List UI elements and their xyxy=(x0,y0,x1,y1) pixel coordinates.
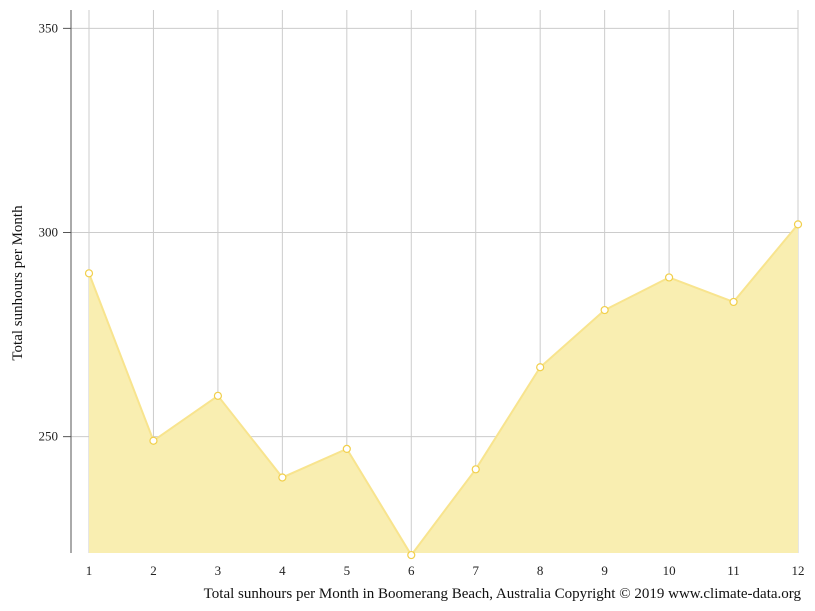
data-point-month-1[interactable] xyxy=(84,269,94,278)
data-point-month-11[interactable] xyxy=(729,297,738,307)
x-tick-label: 1 xyxy=(86,563,93,578)
data-point-month-2[interactable] xyxy=(149,436,158,445)
x-tick-label: 5 xyxy=(344,563,351,578)
data-point-month-7[interactable] xyxy=(471,465,480,474)
sunhours-line xyxy=(88,223,799,557)
y-tick-label: 350 xyxy=(39,20,59,35)
x-tick-label: 6 xyxy=(408,563,415,578)
axes xyxy=(63,10,72,553)
data-point-month-3[interactable] xyxy=(213,391,223,400)
data-markers xyxy=(84,220,803,560)
x-tick-label: 8 xyxy=(537,563,544,578)
data-point-month-12[interactable] xyxy=(793,220,803,229)
x-tick-label: 4 xyxy=(279,563,286,578)
data-point-month-9[interactable] xyxy=(600,305,609,315)
x-tick-label: 2 xyxy=(150,563,157,578)
x-tick-label: 10 xyxy=(663,563,676,578)
data-point-month-8[interactable] xyxy=(536,363,545,372)
x-tick-label: 9 xyxy=(601,563,608,578)
data-point-month-6[interactable] xyxy=(407,550,416,560)
y-axis-title: Total sunhours per Month xyxy=(10,205,26,361)
x-tick-label: 3 xyxy=(215,563,222,578)
y-tick-label: 300 xyxy=(39,225,59,240)
x-tick-label: 11 xyxy=(727,563,740,578)
x-tick-label: 12 xyxy=(792,563,805,578)
area-layer xyxy=(88,223,799,557)
sunhours-area xyxy=(89,224,798,556)
y-tick-label: 250 xyxy=(39,429,59,444)
chart-caption: Total sunhours per Month in Boomerang Be… xyxy=(204,586,802,602)
x-tick-label: 7 xyxy=(472,563,479,578)
data-point-month-5[interactable] xyxy=(342,444,351,453)
data-point-month-4[interactable] xyxy=(278,473,287,482)
data-point-month-10[interactable] xyxy=(664,273,674,282)
